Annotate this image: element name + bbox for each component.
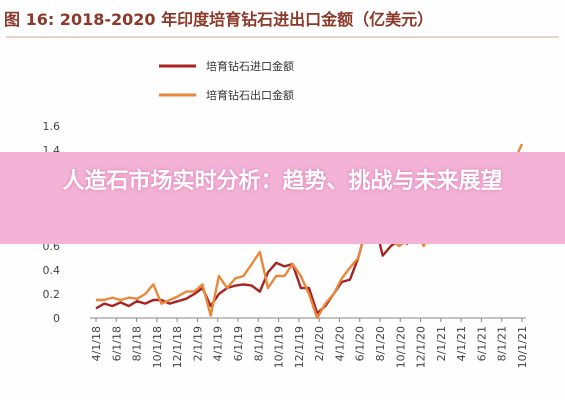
x-tick-label: 4/1/19 — [212, 326, 225, 361]
x-tick-label: 8/1/20 — [374, 326, 387, 361]
y-tick-label: 0.4 — [43, 264, 61, 277]
banner-text: 人造石市场实时分析：趋势、挑战与未来展望 — [62, 169, 503, 194]
x-tick-label: 10/1/19 — [273, 326, 286, 368]
x-tick-label: 12/1/20 — [415, 326, 428, 368]
y-tick-label: 1.6 — [43, 120, 61, 133]
legend-label-import: 培育钻石进口金额 — [206, 59, 294, 73]
x-axis: 4/1/18 6/1/18 8/1/18 10/1/18 12/1/18 2/1/19 4/… — [90, 318, 529, 368]
x-tick-label: 4/1/21 — [455, 326, 468, 361]
x-tick-label: 2/1/20 — [313, 326, 326, 361]
x-tick-label: 4/1/20 — [333, 326, 346, 361]
x-tick-label: 12/1/18 — [171, 326, 184, 368]
overlay-banner: 人造石市场实时分析：趋势、挑战与未来展望 — [0, 152, 565, 244]
x-tick-label: 6/1/18 — [110, 326, 123, 361]
chart-legend: 培育钻石进口金额 培育钻石出口金额 — [159, 59, 294, 102]
x-tick-label: 6/1/21 — [475, 326, 488, 361]
x-tick-label: 10/1/21 — [516, 326, 529, 368]
figure-title: 图 16: 2018-2020 年印度培育钻石进出口金额（亿美元） — [4, 10, 434, 29]
x-tick-label: 6/1/19 — [232, 326, 245, 361]
x-tick-label: 2/1/21 — [435, 326, 448, 361]
x-tick-label: 4/1/18 — [90, 326, 103, 361]
x-tick-label: 2/1/19 — [191, 326, 204, 361]
x-tick-label: 10/1/18 — [151, 326, 164, 368]
x-tick-label: 10/1/20 — [394, 326, 407, 368]
x-tick-label: 8/1/18 — [131, 326, 144, 361]
x-tick-label: 6/1/20 — [354, 326, 367, 361]
legend-label-export: 培育钻石出口金额 — [206, 88, 294, 102]
y-tick-label: 0 — [53, 312, 60, 325]
y-tick-label: 0.2 — [43, 288, 61, 301]
x-tick-label: 12/1/19 — [293, 326, 306, 368]
x-tick-label: 8/1/21 — [496, 326, 509, 361]
x-tick-label: 8/1/19 — [252, 326, 265, 361]
